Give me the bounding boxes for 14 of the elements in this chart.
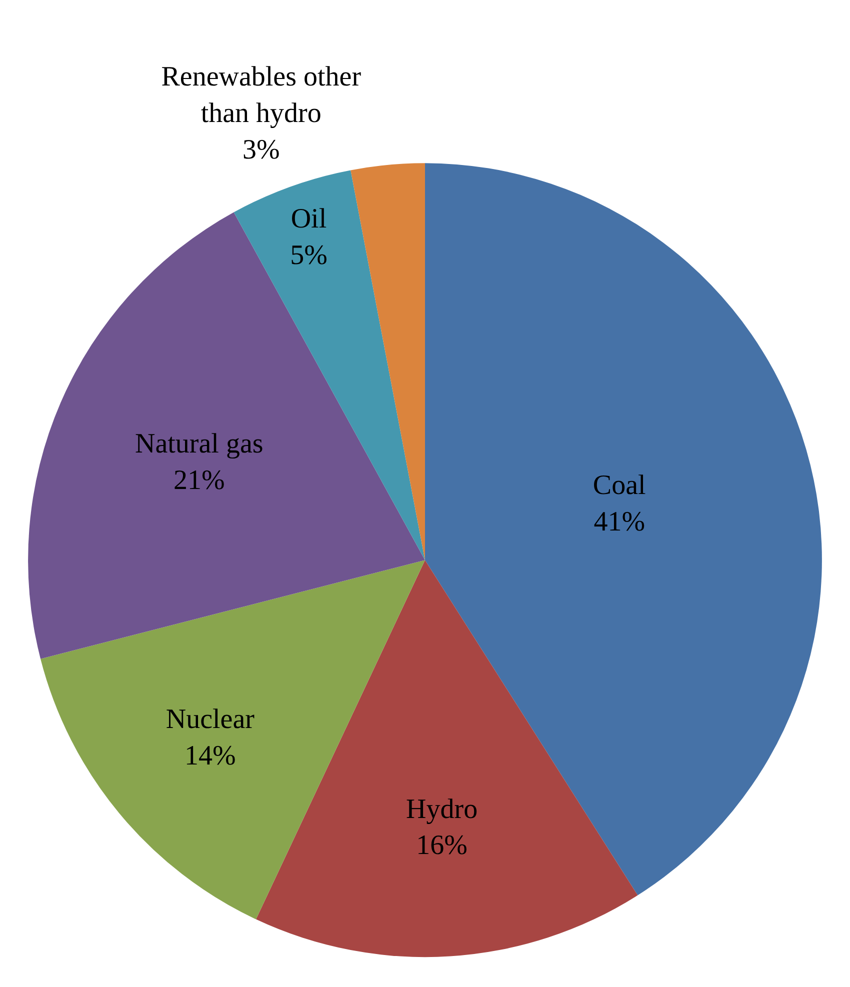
data-label: 5% (290, 240, 328, 271)
slice-label: Natural gas (134, 428, 264, 460)
slice-label: Oil (290, 203, 327, 234)
slice-label: Nuclear (166, 704, 256, 735)
data-label: 3% (242, 134, 280, 166)
pie-slice (350, 163, 425, 560)
data-label: 16% (416, 830, 468, 862)
data-label: 41% (594, 506, 646, 538)
slice-label: Coal (592, 470, 646, 501)
slice-label: Hydro (406, 794, 478, 825)
data-label: 14% (184, 740, 236, 772)
pie-slice (256, 560, 638, 956)
slice-label: Renewables other than hydro (161, 62, 362, 129)
data-label: 21% (173, 465, 225, 496)
